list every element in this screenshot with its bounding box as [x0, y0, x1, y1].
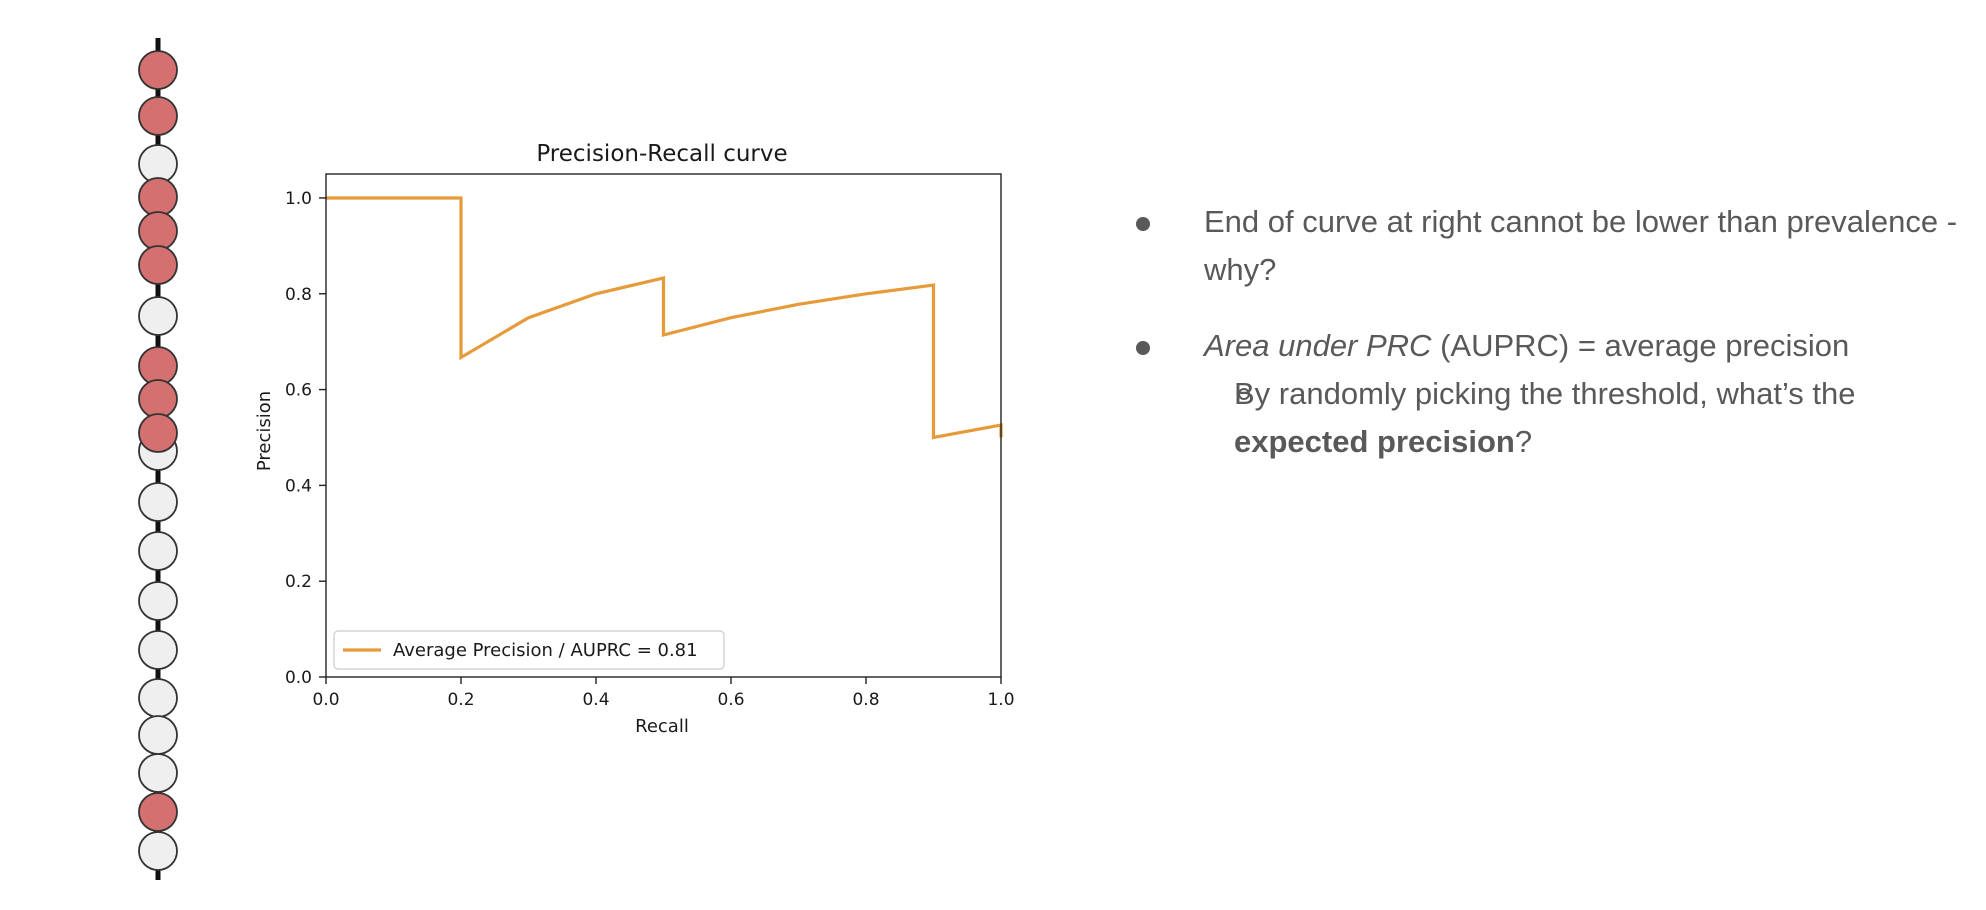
positive-sample-circle	[138, 413, 178, 453]
sample-strip	[138, 38, 178, 880]
legend-box	[333, 630, 725, 670]
x-tick-label: 0.0	[312, 690, 339, 710]
legend: Average Precision / AUPRC = 0.81	[333, 630, 725, 670]
negative-sample-circle	[138, 581, 178, 621]
bullet-list: End of curve at right cannot be lower th…	[1130, 198, 1970, 466]
negative-sample-circle	[138, 296, 178, 336]
bullet-text: End of curve at right cannot be lower th…	[1204, 204, 1958, 287]
chart-title: Precision-Recall curve	[536, 141, 787, 167]
x-axis-label: Recall	[635, 716, 689, 737]
bullet-dot-icon	[1136, 217, 1150, 231]
pr-curve-chart: Precision-Recall curve 0.0 0.2 0.4 0.6 0.8 1.…	[254, 141, 1015, 737]
negative-sample-circle	[138, 831, 178, 871]
negative-sample-circle	[138, 531, 178, 571]
sub-bullet-strong: expected precision	[1234, 424, 1515, 459]
y-tick-label: 0.2	[285, 572, 312, 592]
legend-entry: Average Precision / AUPRC = 0.81	[393, 640, 698, 661]
hollow-bullet-icon	[1238, 388, 1250, 400]
x-tick-label: 0.2	[447, 690, 474, 710]
series-line-0	[326, 196, 1003, 440]
x-tick-label: 0.6	[717, 690, 744, 710]
plot-frame	[325, 173, 1002, 678]
y-tick-label: 1.0	[285, 189, 312, 209]
bullet-prevalence: End of curve at right cannot be lower th…	[1130, 198, 1970, 294]
positive-sample-circle	[138, 245, 178, 285]
y-tick-label: 0.8	[285, 285, 312, 305]
y-tick-label: 0.0	[285, 668, 312, 688]
y-tick-label: 0.6	[285, 381, 312, 401]
bullet-auprc: Area under PRC (AUPRC) = average precisi…	[1130, 322, 1970, 370]
bullet-dot-icon	[1136, 341, 1150, 355]
positive-sample-circle	[138, 177, 178, 217]
negative-sample-circle	[138, 715, 178, 755]
negative-sample-circle	[138, 753, 178, 793]
x-tick-label: 0.4	[582, 690, 609, 710]
positive-sample-circle	[138, 792, 178, 832]
positive-sample-circle	[138, 96, 178, 136]
sub-bullet-text-end: ?	[1514, 424, 1533, 459]
bullet-text: (AUPRC) = average precision	[1431, 328, 1850, 363]
positive-sample-circle	[138, 211, 178, 251]
positive-sample-circle	[138, 379, 178, 419]
x-tick-label: 0.8	[852, 690, 879, 710]
x-tick-label: 1.0	[987, 690, 1014, 710]
sub-bullet-text: By randomly picking the threshold, what’…	[1234, 376, 1856, 411]
sub-bullet-expected-precision: By randomly picking the threshold, what’…	[1130, 370, 1970, 466]
bullet-emphasis: Area under PRC	[1204, 328, 1432, 363]
y-axis-label: Precision	[254, 391, 275, 471]
negative-sample-circle	[138, 678, 178, 718]
negative-sample-circle	[138, 482, 178, 522]
positive-sample-circle	[138, 50, 178, 90]
y-tick-label: 0.4	[285, 476, 312, 496]
negative-sample-circle	[138, 630, 178, 670]
